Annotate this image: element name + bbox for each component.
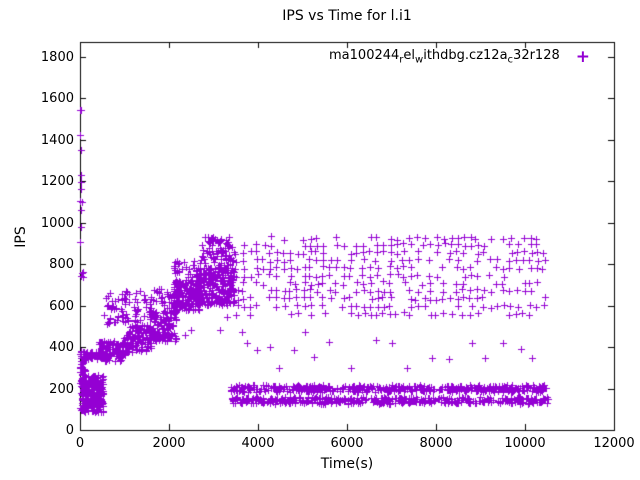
x-tick-label: 12000 [593, 436, 635, 451]
legend-text: 32r128 [513, 48, 560, 64]
y-tick-label: 1400 [40, 132, 74, 148]
legend: ma100244relwithdbg.cz12ac32r128 + [329, 48, 590, 66]
x-tick-label: 2000 [152, 436, 186, 451]
x-axis-label: Time(s) [320, 456, 374, 472]
legend-plus-marker-icon: + [575, 47, 590, 67]
x-tick-label: 0 [75, 436, 85, 451]
y-tick-label: 200 [49, 381, 74, 397]
x-tick-label: 6000 [330, 436, 364, 451]
legend-subscript: c [507, 54, 514, 66]
y-tick-label: 400 [49, 340, 74, 355]
legend-subscript: r [399, 54, 404, 66]
y-tick-label: 800 [49, 257, 74, 272]
x-tick-label: 8000 [419, 436, 453, 451]
legend-text: ma100244 [329, 48, 400, 64]
chart-title: IPS vs Time for l.i1 [282, 8, 412, 24]
legend-subscript: w [415, 54, 424, 66]
x-tick-label: 10000 [504, 436, 546, 451]
y-tick-label: 1600 [40, 91, 74, 107]
y-tick-label: 1800 [40, 49, 74, 65]
legend-series-label: ma100244relwithdbg.cz12ac32r128 [329, 48, 560, 66]
y-tick-label: 1200 [40, 174, 74, 190]
legend-text: ithdbg.cz12a [423, 48, 508, 64]
y-tick-label: 0 [65, 423, 74, 438]
x-tick-label: 4000 [241, 436, 275, 451]
legend-text: el [403, 48, 416, 64]
y-axis-label: IPS [13, 226, 29, 248]
y-tick-label: 600 [49, 298, 74, 314]
y-tick-label: 1000 [40, 215, 74, 231]
